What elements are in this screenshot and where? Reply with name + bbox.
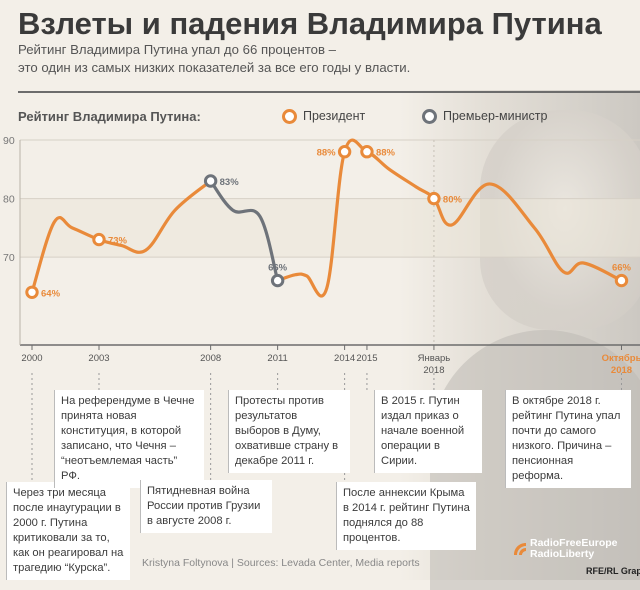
- x-tick-label: 2014: [334, 353, 355, 364]
- note-syria: В 2015 г. Путин издал приказ о начале во…: [374, 390, 482, 473]
- y-tick-label: 70: [3, 252, 15, 264]
- series-line-1: [209, 179, 280, 283]
- data-label: 66%: [612, 263, 632, 274]
- x-tick-label: Октябрь: [602, 353, 640, 364]
- x-tick-label: 2015: [356, 353, 377, 364]
- series-line-0: [30, 179, 213, 294]
- y-tick-label: 90: [3, 135, 15, 147]
- note-crimea: После аннексии Крыма в 2014 г. рейтинг П…: [336, 482, 476, 550]
- data-label: 88%: [376, 148, 396, 159]
- title-divider: [18, 91, 640, 93]
- note-chechnya: На референдуме в Чечне принята новая кон…: [54, 390, 204, 488]
- data-label: 88%: [317, 148, 337, 159]
- note-pension: В октябре 2018 г. рейтинг Путина упал по…: [505, 390, 631, 488]
- y-tick-label: 80: [3, 194, 15, 206]
- data-point: [270, 273, 285, 288]
- x-tick-label: Январь: [418, 353, 451, 364]
- data-label: 66%: [268, 263, 288, 274]
- legend-item-prime-minister: Премьер-министр: [422, 109, 547, 124]
- legend-label-prime-minister: Премьер-министр: [443, 109, 548, 123]
- rferl-logo-text: RadioFreeEurope RadioLiberty: [530, 538, 618, 560]
- legend-title: Рейтинг Владимира Путина:: [18, 109, 201, 124]
- logo-line-1: RadioFreeEurope: [530, 537, 618, 549]
- legend-item-president: Президент: [282, 109, 365, 124]
- president-marker-icon: [282, 109, 297, 124]
- data-label: 64%: [41, 288, 61, 299]
- data-point: [360, 145, 374, 159]
- subtitle-line-1: Рейтинг Владимира Путина упал до 66 проц…: [18, 42, 337, 57]
- logo-line-2: RadioLiberty: [530, 548, 595, 560]
- series-line-2: [276, 138, 624, 298]
- data-point: [203, 174, 218, 188]
- x-tick-label: 2011: [267, 353, 287, 364]
- graphics-credit: RFE/RL Graphics: [586, 566, 640, 576]
- data-point: [25, 285, 39, 299]
- x-tick-label: 2003: [88, 353, 109, 364]
- data-label: 83%: [220, 177, 240, 188]
- source-credit: Kristyna Foltynova | Sources: Levada Cen…: [142, 557, 420, 569]
- data-point: [92, 232, 106, 247]
- data-point: [427, 191, 441, 206]
- data-point: [337, 145, 352, 159]
- data-label: 80%: [443, 195, 463, 206]
- note-georgia: Пятидневная война России против Грузии в…: [140, 480, 272, 533]
- x-tick-label: 2000: [21, 353, 42, 364]
- subtitle-line-2: это один из самых низких показателей за …: [18, 60, 411, 75]
- page-title: Взлеты и падения Владимира Путина: [18, 6, 602, 41]
- x-tick-label: 2018: [611, 365, 632, 376]
- prime-minister-marker-icon: [422, 109, 437, 124]
- x-tick-label: 2008: [200, 353, 221, 364]
- rferl-logo-icon: [514, 543, 526, 555]
- note-kursk: Через три месяца после инаугурации в 200…: [6, 482, 130, 580]
- legend-label-president: Президент: [303, 109, 366, 123]
- data-label: 73%: [108, 236, 128, 247]
- note-protests: Протесты против результатов выборов в Ду…: [228, 390, 350, 473]
- x-tick-label: 2018: [423, 365, 444, 376]
- data-point: [614, 273, 629, 288]
